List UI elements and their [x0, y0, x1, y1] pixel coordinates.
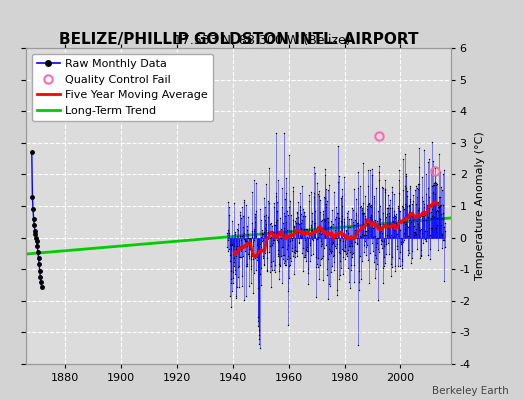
Title: BELIZE/PHILLIP GOLDSTON INTL. AIRPORT: BELIZE/PHILLIP GOLDSTON INTL. AIRPORT	[59, 32, 418, 47]
Text: Berkeley Earth: Berkeley Earth	[432, 386, 508, 396]
Text: 17.533 N, 88.300 W (Belize): 17.533 N, 88.300 W (Belize)	[173, 34, 351, 47]
Y-axis label: Temperature Anomaly (°C): Temperature Anomaly (°C)	[475, 132, 485, 280]
Legend: Raw Monthly Data, Quality Control Fail, Five Year Moving Average, Long-Term Tren: Raw Monthly Data, Quality Control Fail, …	[32, 54, 213, 121]
